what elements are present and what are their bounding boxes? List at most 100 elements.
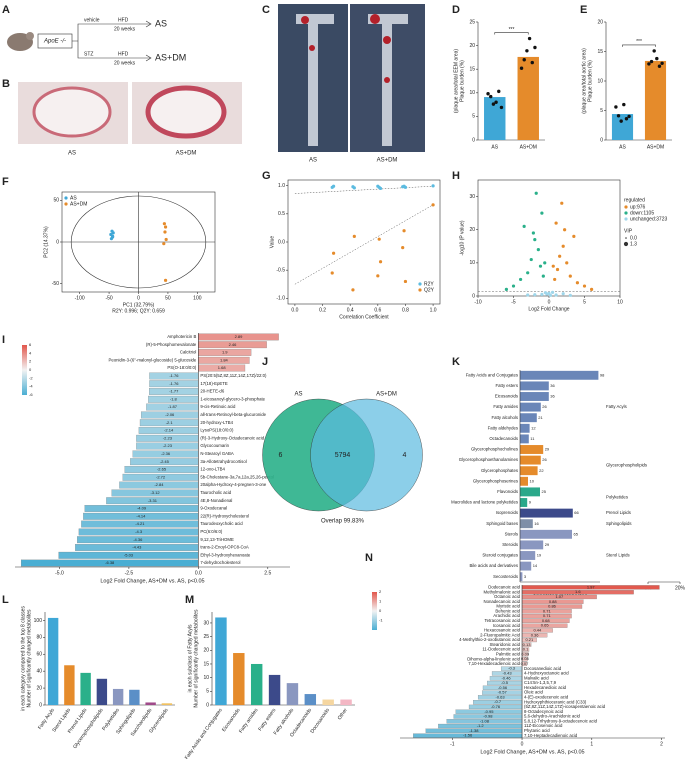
category-label: Taurodeoxycholic acid — [200, 521, 243, 526]
bar — [517, 56, 539, 140]
data-point — [376, 274, 380, 278]
category-label: Hydroxyphthioceranic acid (C33) — [524, 699, 587, 704]
bar-label: -2.06 — [165, 412, 175, 417]
bar-label: 0.88 — [549, 599, 558, 604]
category-label: Docosanedioic acid — [524, 666, 562, 671]
data-point — [560, 201, 564, 205]
colorbar — [372, 592, 377, 630]
category-label: Steroids — [502, 542, 518, 547]
y-tick-label: -1.0 — [276, 296, 285, 302]
bar-label: 0.1 — [523, 647, 529, 652]
bar — [322, 699, 334, 705]
category-label: Isoprenoids — [496, 510, 518, 515]
panel-letter: N — [365, 552, 373, 564]
x-tick-label: 0 — [521, 741, 524, 747]
x-tick-label: Other — [337, 707, 349, 721]
bar-label: 1.9 — [222, 350, 228, 355]
data-point — [531, 231, 535, 235]
x-tick-label: AS — [491, 144, 498, 150]
histology: B AS AS+DM — [2, 78, 242, 157]
data-point — [109, 232, 113, 237]
bar — [340, 699, 352, 705]
category-label: Hexacosanoic acid — [484, 628, 521, 633]
bar-label: -0.56 — [498, 685, 508, 690]
data-point — [647, 62, 651, 66]
y-tick-label: 15 — [597, 49, 603, 55]
bar — [96, 678, 108, 705]
y-tick-label: 30 — [203, 620, 209, 626]
bar-label: 9 — [529, 500, 532, 505]
bar-label: -4.3 — [135, 529, 143, 534]
legend-label: down:1105 — [630, 210, 654, 216]
diet: HFD — [118, 51, 129, 57]
bar — [520, 508, 573, 518]
colorbar-label: 2 — [29, 359, 32, 364]
y-tick-label: 0 — [206, 702, 209, 708]
bar-label: 25 — [542, 489, 547, 494]
colorbar-label: 0 — [379, 608, 382, 613]
x-tick-label: 0.8 — [402, 307, 409, 313]
y-axis-label: (plaque area/total EEM area) — [453, 49, 459, 114]
bar-label: 26 — [542, 404, 547, 409]
x-axis-label: Log2 Fold Change — [528, 306, 569, 312]
colorbar — [22, 345, 27, 395]
bar — [520, 455, 541, 465]
arrow-head — [145, 20, 152, 62]
bar — [520, 466, 538, 476]
data-point — [489, 94, 493, 99]
data-point — [561, 292, 565, 296]
panel-letter: K — [452, 356, 460, 368]
bar-label: 19 — [537, 553, 542, 558]
bar — [520, 434, 529, 444]
plaque — [384, 77, 390, 83]
y-axis-label: Value — [269, 236, 275, 249]
category-label: 9,12,13-TriHOME — [200, 537, 234, 542]
plaque — [309, 45, 315, 51]
panel-letter: L — [2, 594, 9, 606]
category-label: 20alpha-Hydroxy-4-pregnen-3-one — [200, 482, 267, 487]
category-label: 7,10-Hexadecadienoic acid — [468, 661, 520, 666]
category-label: 7-dehydrocholesterol — [200, 560, 240, 565]
bar-label: 3 — [524, 574, 527, 579]
legend-label: Q2Y — [424, 287, 435, 293]
bar-label: 14 — [533, 563, 538, 568]
group-label: Fatty Acyls — [606, 404, 627, 409]
panel-letter: H — [452, 170, 460, 182]
category-label: Sterols — [505, 531, 518, 536]
aorta — [296, 14, 334, 146]
category-label: PS(O-18:0/0:0) — [167, 365, 196, 370]
category-label: Myristic acid — [496, 604, 520, 609]
x-tick-label: 0.2 — [319, 307, 326, 313]
y-axis-label: PC2 (14.37%) — [43, 226, 49, 258]
data-point — [568, 293, 572, 297]
data-point — [540, 211, 544, 215]
data-point — [332, 251, 336, 255]
bar-label: 0.68 — [542, 618, 551, 623]
data-point — [351, 288, 355, 292]
bar-label: -1.38 — [469, 728, 479, 733]
bar-label: -0.95 — [484, 709, 494, 714]
category-label: Steroid conjugates — [482, 553, 518, 558]
category-label: LysoPS(18:0/0:0) — [200, 428, 234, 433]
y-tick-label: 50 — [53, 198, 59, 204]
data-point — [550, 290, 555, 294]
category-label: (R)-5-Phosphomevalonate — [146, 342, 197, 347]
bar-label: 0.86 — [548, 604, 557, 609]
y-tick-label: 20 — [469, 43, 475, 49]
x-tick-label: Fatty Acids and Conjugates — [184, 707, 224, 759]
bar-label: 1.07 — [555, 594, 564, 599]
bar — [520, 487, 540, 497]
size-legend-marker — [625, 237, 627, 239]
y-tick-label: 20 — [203, 648, 209, 654]
x-axis-label: Correlation Coefficient — [339, 314, 389, 320]
x-tick-label: -10 — [474, 299, 481, 305]
category-label: Calcitriol — [180, 350, 197, 355]
x-tick-label: -50 — [105, 295, 112, 301]
data-point — [530, 60, 534, 65]
bar — [112, 688, 124, 705]
category-label: Methylmalonic acid — [483, 589, 520, 594]
data-point — [533, 238, 537, 242]
category-label: Nonadecanoic acid — [483, 599, 520, 604]
group-label: Sterol Lipids — [606, 553, 630, 558]
bar — [520, 529, 572, 539]
